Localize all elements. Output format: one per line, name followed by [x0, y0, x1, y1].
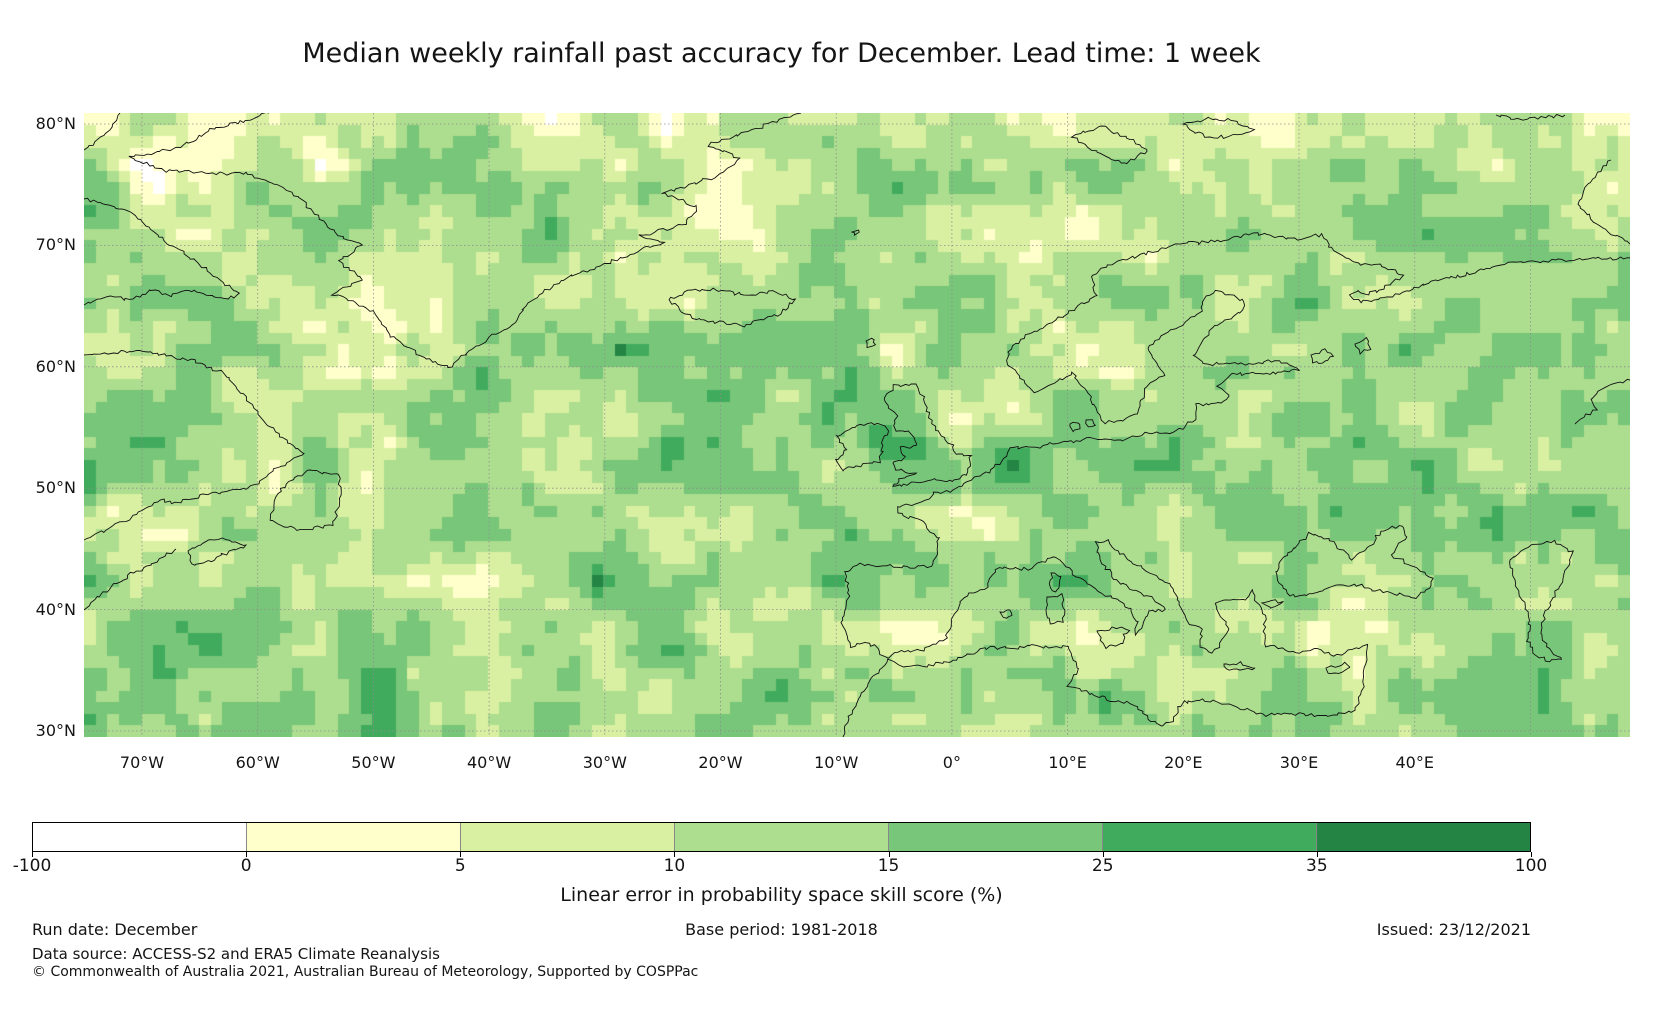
coastline-svalbard-main [1070, 125, 1148, 165]
coastline-sicily [1096, 626, 1131, 650]
colorbar-tick [32, 852, 33, 857]
coastline-sardinia [1045, 592, 1066, 625]
coastline-cyprus [1325, 661, 1351, 675]
colorbar-tick [460, 852, 462, 857]
coastline-svalbard-ne [1181, 116, 1256, 139]
lat-tick-label-70n: 70°N [35, 235, 76, 255]
coastline-balearics [999, 609, 1013, 619]
coastline-great-britain [883, 383, 973, 487]
coastline-corsica [1048, 572, 1062, 593]
colorbar-segment-6 [1317, 823, 1530, 851]
lon-tick-label: 50°W [351, 753, 396, 772]
lat-tick-label-60n: 60°N [35, 356, 76, 376]
coastline-black-sea [1275, 525, 1434, 599]
colorbar-tick-label: -100 [12, 856, 52, 876]
lon-tick-label: 0° [942, 753, 961, 772]
colorbar [32, 822, 1531, 852]
coastline-crete [1223, 660, 1256, 671]
coastline-labrador-coast [84, 349, 305, 541]
colorbar-tick [674, 852, 676, 857]
map-area [84, 113, 1630, 737]
coastline-lake-ladoga [1310, 348, 1335, 364]
colorbar-tick-label: 25 [1091, 856, 1114, 876]
lat-tick-label-50n: 50°N [35, 478, 76, 498]
chart-title: Median weekly rainfall past accuracy for… [302, 38, 1261, 69]
colorbar-tick-label: 0 [240, 856, 252, 876]
colorbar-tick-label: 15 [877, 856, 900, 876]
colorbar-segment-2 [461, 823, 675, 851]
lon-tick-label: 30°W [582, 753, 627, 772]
coastline-ireland [834, 422, 890, 472]
colorbar-tick [1531, 852, 1532, 857]
copyright-text: © Commonwealth of Australia 2021, Austra… [32, 964, 699, 980]
base-period-text: Base period: 1981-2018 [685, 920, 878, 939]
colorbar-axis-label: Linear error in probability space skill … [560, 884, 1003, 906]
coastline-eurasia-west-coast [840, 232, 1369, 737]
colorbar-tick [1102, 852, 1104, 857]
lon-tick-label: 20°W [698, 753, 743, 772]
coastline-jan-mayen [850, 229, 860, 236]
lon-tick-label: 10°E [1048, 753, 1087, 772]
graticule-gridlines [84, 113, 1630, 737]
lon-tick-label: 40°W [467, 753, 512, 772]
coastline-franz-josef [1495, 113, 1566, 121]
coastline-ellesmere-corner [84, 113, 121, 151]
lon-tick-label: 70°W [119, 753, 165, 772]
coastline-denmark-zealand [1069, 421, 1081, 433]
coastline-greenland [128, 113, 802, 369]
coastline-denmark-funen [1085, 419, 1097, 428]
colorbar-segment-4 [889, 823, 1103, 851]
coastline-lake-onega [1354, 336, 1372, 356]
lon-tick-label: 20°E [1164, 753, 1203, 772]
coastline-caspian-sea [1509, 539, 1575, 663]
coastlines [84, 113, 1630, 737]
colorbar-tick [246, 852, 248, 857]
lon-tick-label: 10°W [814, 753, 859, 772]
lat-tick-label-30n: 30°N [35, 721, 76, 740]
colorbar-tick-label: 35 [1306, 856, 1328, 876]
colorbar-tick-label: 5 [454, 856, 466, 876]
coastline-marmara [1260, 599, 1284, 609]
coastline-newfoundland [269, 469, 342, 531]
lat-tick-label-80n: 80°N [35, 114, 76, 133]
run-date-text: Run date: December [32, 920, 198, 939]
colorbar-segment-5 [1103, 823, 1317, 851]
coastline-novaya-zemlya [1577, 159, 1630, 245]
coastline-maine-coast [84, 548, 177, 611]
coastline-nova-scotia [187, 537, 248, 566]
coastline-iceland [668, 287, 797, 328]
lon-tick-label: 30°E [1279, 753, 1319, 772]
coastlines-gridlines-overlay [84, 113, 1630, 737]
colorbar-segment-1 [247, 823, 461, 851]
colorbar-tick [1316, 852, 1318, 857]
lon-tick-label: 60°W [235, 753, 280, 772]
coastline-baffin-coast [84, 197, 241, 306]
lat-tick-label-40n: 40°N [35, 599, 76, 619]
colorbar-tick [888, 852, 890, 857]
issued-date-text: Issued: 23/12/2021 [1376, 920, 1531, 939]
coastline-kola-white-sea [1252, 232, 1630, 304]
coastline-faroe [865, 337, 877, 349]
data-source-text: Data source: ACCESS-S2 and ERA5 Climate … [32, 945, 440, 963]
colorbar-tick-label: 10 [663, 856, 686, 876]
colorbar-segment-0 [33, 823, 247, 851]
lon-tick-label: 40°E [1395, 753, 1434, 772]
colorbar-tick-label: 100 [1514, 856, 1548, 876]
coastline-volga-river [1574, 378, 1630, 425]
colorbar-segment-3 [675, 823, 889, 851]
